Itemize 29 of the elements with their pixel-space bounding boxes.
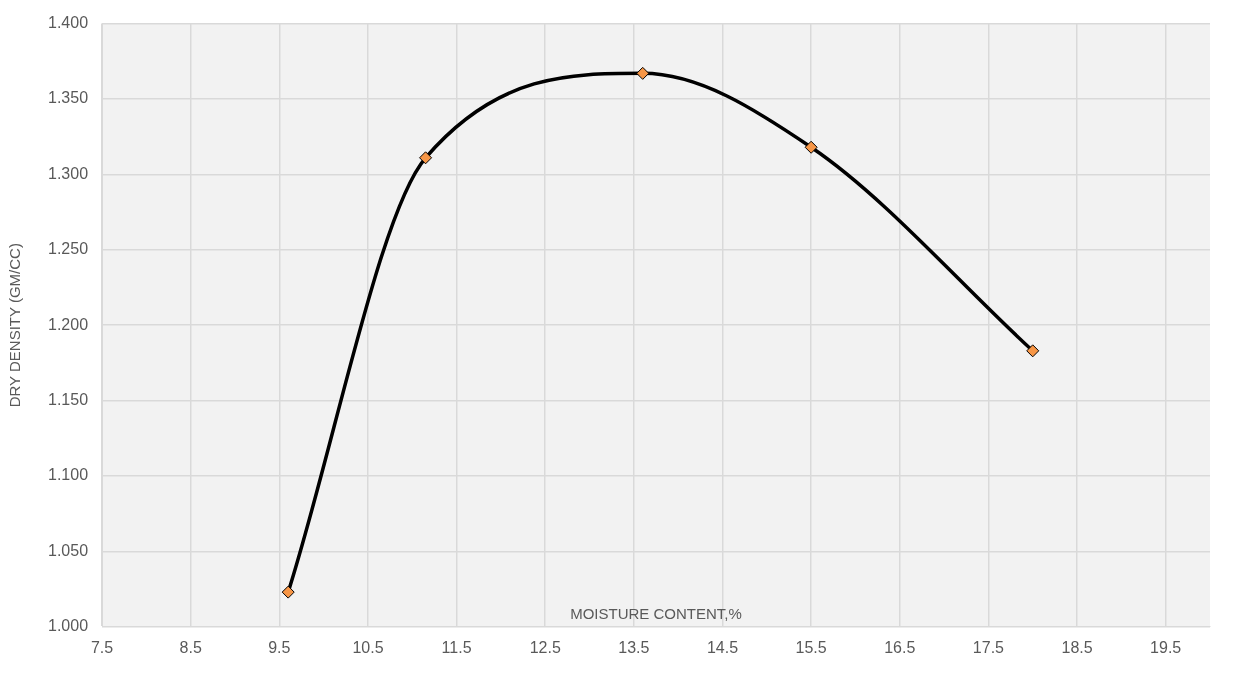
x-tick-label: 13.5 <box>618 638 650 656</box>
x-tick-label: 12.5 <box>529 638 561 656</box>
x-tick-label: 18.5 <box>1061 638 1093 656</box>
y-tick-label: 1.350 <box>47 89 89 107</box>
point <box>804 140 818 154</box>
x-tick-label: 15.5 <box>795 638 827 656</box>
x-tick-label: 17.5 <box>972 638 1005 656</box>
x-axis-title: MOISTURE CONTENT,% <box>570 605 742 623</box>
point <box>281 585 295 599</box>
point <box>1026 344 1040 358</box>
point <box>636 66 650 80</box>
y-axis-title: DRY DENSITY (GM/CC) <box>6 243 24 408</box>
y-tick-label: 1.300 <box>47 164 89 182</box>
y-tick-label: 1.100 <box>47 466 89 484</box>
x-tick-label: 10.5 <box>352 638 384 656</box>
x-tick-label: 9.5 <box>268 638 291 656</box>
y-tick-label: 1.250 <box>47 240 89 258</box>
y-tick-label: 1.200 <box>47 315 89 333</box>
x-tick-label: 8.5 <box>179 638 202 656</box>
x-tick-label: 7.5 <box>90 638 114 656</box>
x-tick-label: 14.5 <box>706 638 739 656</box>
y-tick-label: 1.000 <box>47 617 89 635</box>
y-tick-label: 1.400 <box>47 14 89 32</box>
point <box>419 151 433 165</box>
y-tick-label: 1.150 <box>47 391 89 409</box>
x-tick-label: 19.5 <box>1150 638 1182 656</box>
x-tick-label: 16.5 <box>884 638 916 656</box>
y-tick-label: 1.050 <box>47 541 89 559</box>
x-tick-label: 11.5 <box>441 638 472 656</box>
